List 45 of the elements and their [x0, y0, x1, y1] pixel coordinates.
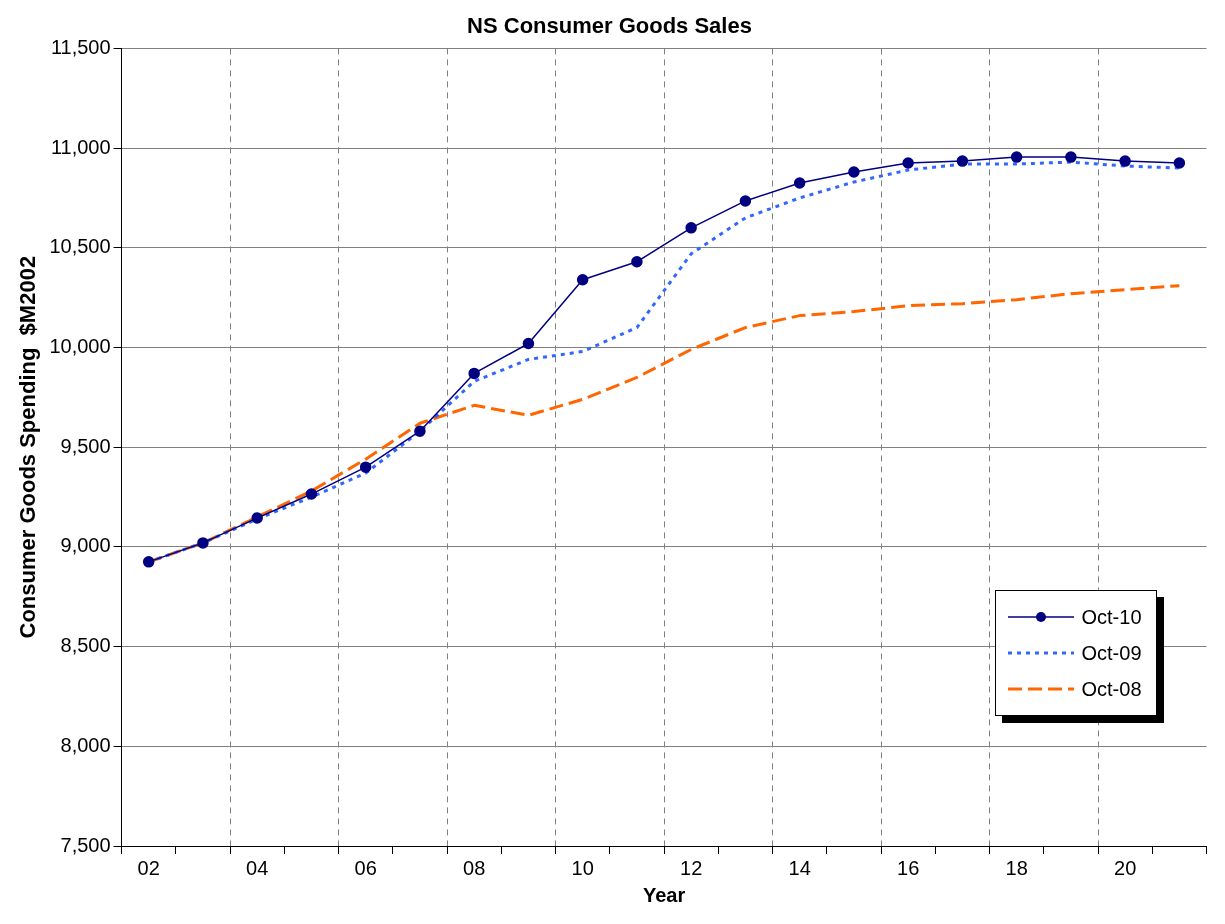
point — [576, 273, 589, 286]
point — [1010, 151, 1023, 163]
x-tick-label: 20 — [1114, 856, 1137, 879]
point — [685, 222, 697, 234]
point — [414, 425, 426, 437]
point — [197, 537, 209, 549]
point — [631, 256, 643, 268]
x-tick-label: 18 — [1005, 856, 1028, 879]
chart-title: NS Consumer Goods Sales — [467, 13, 752, 39]
x-tick-label: 10 — [571, 856, 594, 879]
point — [1065, 151, 1077, 163]
point — [305, 488, 318, 500]
point — [793, 177, 806, 189]
legend-label: Oct-08 — [1081, 677, 1142, 701]
y-tick-label: 11,000 — [50, 135, 111, 158]
x-tick-label: 02 — [137, 856, 160, 879]
point — [956, 155, 969, 167]
y-axis-title: Consumer Goods Spending $M2002 — [15, 255, 41, 639]
x-tick-label: 14 — [788, 856, 811, 879]
y-tick-label: 9,000 — [60, 534, 111, 557]
y-tick-label: 8,000 — [60, 733, 111, 756]
x-tick-label: 16 — [897, 856, 920, 879]
point — [142, 556, 155, 568]
point — [1119, 155, 1131, 167]
point — [468, 367, 480, 380]
x-tick-label: 06 — [354, 856, 377, 879]
y-tick-label: 10,500 — [49, 235, 111, 258]
y-tick-label: 7,500 — [60, 833, 111, 856]
x-tick-label: 04 — [246, 856, 269, 879]
legend-label: Oct-10 — [1081, 605, 1142, 629]
y-tick-label: 11,500 — [50, 35, 111, 58]
x-tick-label: 08 — [463, 856, 486, 879]
legend-label: Oct-09 — [1081, 641, 1142, 665]
point — [848, 166, 860, 178]
point — [739, 195, 752, 207]
x-tick-label: 12 — [680, 856, 703, 879]
point — [522, 337, 535, 350]
point — [251, 512, 263, 524]
y-tick-label: 8,500 — [60, 634, 111, 657]
y-tick-label: 9,500 — [60, 434, 111, 457]
point — [902, 157, 914, 169]
point — [1173, 157, 1186, 169]
x-axis-title: Year — [642, 883, 686, 906]
point — [359, 461, 372, 473]
y-tick-label: 10,000 — [49, 335, 111, 358]
